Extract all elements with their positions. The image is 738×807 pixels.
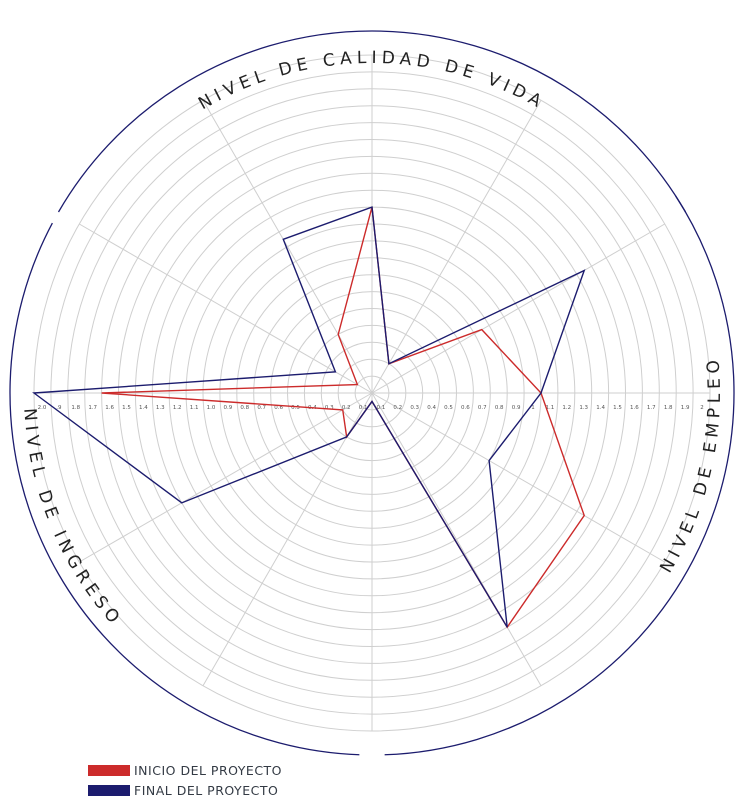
tick-label-left: 1.1	[190, 405, 199, 411]
tick-label-left: 0.8	[240, 405, 249, 411]
tick-label-left: 0.6	[274, 405, 283, 411]
grid-spoke	[202, 392, 373, 686]
tick-label-left: 0.3	[325, 405, 334, 411]
grid-spoke	[371, 100, 542, 394]
tick-label-left: 1.4	[139, 405, 148, 411]
grid-spoke	[202, 100, 373, 394]
tick-label-right: 1.5	[613, 405, 622, 411]
tick-label-right: 0.6	[461, 405, 470, 411]
tick-label-left: 1.8	[71, 405, 80, 411]
tick-label-left: 1.7	[88, 405, 97, 411]
category-arc	[57, 30, 687, 213]
tick-label-right: 0.4	[427, 405, 436, 411]
tick-label-right: 1.8	[664, 405, 673, 411]
grid-spoke	[79, 223, 373, 394]
tick-label-left: 1.5	[122, 405, 131, 411]
legend-item-inicio: INICIO DEL PROYECTO	[88, 760, 282, 780]
grid-spoke	[371, 223, 665, 394]
legend-swatch-final	[88, 784, 130, 796]
tick-label-left: 0.5	[291, 405, 300, 411]
tick-label-right: 0.9	[512, 405, 521, 411]
tick-label-right: 1	[531, 405, 535, 411]
tick-label-right: 0.5	[444, 405, 453, 411]
grid-spokes	[34, 55, 710, 731]
tick-label-left: 1.2	[173, 405, 182, 411]
tick-label-left: 0.1	[359, 405, 368, 411]
tick-label-left: 0.9	[224, 405, 233, 411]
tick-labels: 0.1 0.2 0.3 0.4 0.5 0.6 0.7 0.8 0.9 1 1.1 1.2 1.3 1.4…	[38, 405, 704, 411]
grid-spoke	[79, 392, 373, 563]
tick-label-left: 1.0	[207, 405, 216, 411]
tick-label-left: 0.7	[257, 405, 266, 411]
tick-label-right: 1.4	[596, 405, 605, 411]
grid-spoke	[371, 392, 542, 686]
tick-label-right: 1.6	[630, 405, 639, 411]
tick-label-right: 0.3	[410, 405, 419, 411]
legend-label-inicio: INICIO DEL PROYECTO	[134, 762, 283, 778]
tick-label-right: 2	[700, 405, 704, 411]
legend-swatch-inicio	[88, 764, 130, 776]
category-arc	[384, 195, 735, 756]
grid-spoke	[371, 392, 665, 563]
tick-label-left: 2.0	[38, 405, 47, 411]
tick-label-right: 1.3	[579, 405, 588, 411]
tick-label-left: .9	[56, 405, 62, 411]
tick-label-left: 0.2	[342, 405, 351, 411]
legend-item-final: FINAL DEL PROYECTO	[88, 780, 282, 800]
category-label: NIVEL DE EMPLEO	[656, 354, 725, 576]
legend-label-final: FINAL DEL PROYECTO	[134, 782, 279, 798]
tick-label-right: 0.7	[478, 405, 487, 411]
series-1	[32, 206, 586, 628]
tick-label-right: 1.7	[647, 405, 656, 411]
legend: INICIO DEL PROYECTO FINAL DEL PROYECTO	[88, 760, 282, 800]
tick-label-right: 1.2	[562, 405, 571, 411]
tick-label-left: 1.3	[156, 405, 165, 411]
category-arcs	[9, 30, 735, 756]
tick-label-right: 0.2	[393, 405, 402, 411]
series-lines	[32, 206, 586, 629]
tick-label-right: 1.1	[546, 405, 555, 411]
tick-label-right: 0.8	[495, 405, 504, 411]
tick-label-right: 1.9	[681, 405, 690, 411]
tick-label-left: 1.6	[105, 405, 114, 411]
tick-label-right: 0.1	[377, 405, 386, 411]
category-arc	[9, 222, 360, 756]
